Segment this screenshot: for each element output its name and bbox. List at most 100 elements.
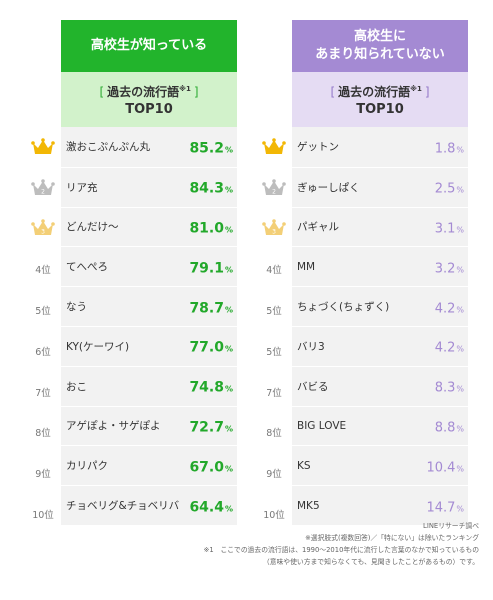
right-sub-label: 過去の流行語 bbox=[338, 85, 411, 99]
ranking-percent: 64.4% bbox=[189, 496, 233, 515]
ranking-word: BIG LOVE bbox=[297, 419, 347, 432]
svg-text:3: 3 bbox=[41, 229, 45, 236]
right-ranking-list: ゲットン 1.8% ぎゅーしぱく 2.5% パギャル 3.1% MM 3.2% ちょづく(ちょず… bbox=[292, 127, 468, 525]
percent-unit: % bbox=[224, 424, 233, 434]
footnotes: LINEリサーチ調べ ※選択肢式(複数回答)／「特にない」は除いたランキング ※… bbox=[204, 520, 479, 568]
right-title-line1: 高校生に bbox=[353, 29, 406, 44]
rank-label: 8位 bbox=[266, 428, 282, 440]
percent-unit: % bbox=[456, 265, 464, 275]
bronze-crown-icon: 3 bbox=[259, 209, 289, 249]
ranking-row: KS 10.4% bbox=[292, 445, 468, 485]
percent-value: 3.1 bbox=[434, 221, 456, 237]
percent-unit: % bbox=[456, 344, 464, 354]
ranking-word: アゲぽよ・サゲぽよ bbox=[66, 420, 161, 433]
percent-value: 10.4 bbox=[426, 460, 456, 476]
svg-text:2: 2 bbox=[272, 188, 276, 195]
ranking-row: カリパク 67.0% bbox=[61, 445, 237, 485]
ranking-percent: 85.2% bbox=[189, 137, 233, 156]
percent-value: 4.2 bbox=[434, 340, 456, 356]
percent-unit: % bbox=[224, 145, 233, 155]
ranking-word: バビる bbox=[297, 380, 329, 393]
bronze-crown-icon: 3 bbox=[28, 209, 58, 249]
ranking-word: おこ bbox=[66, 380, 87, 393]
ranking-word: ぎゅーしぱく bbox=[297, 181, 360, 194]
rank-label: 10位 bbox=[32, 510, 54, 522]
rank-label: 9位 bbox=[35, 469, 51, 481]
ranking-row: どんだけ～ 81.0% bbox=[61, 206, 237, 247]
left-bracket-close: ] bbox=[193, 85, 199, 99]
percent-unit: % bbox=[224, 384, 233, 394]
percent-value: 2.5 bbox=[434, 181, 456, 197]
ranking-row: チョベリグ&チョベリバ 64.4% bbox=[61, 485, 237, 525]
ranking-row: MK5 14.7% bbox=[292, 485, 468, 525]
ranking-percent: 3.1% bbox=[435, 217, 464, 236]
ranking-percent: 74.8% bbox=[189, 377, 233, 396]
ranking-row: KY(ケーワイ) 77.0% bbox=[61, 325, 237, 366]
percent-unit: % bbox=[456, 504, 464, 514]
ranking-word: ちょづく(ちょずく) bbox=[297, 301, 390, 314]
rank-label: 5位 bbox=[266, 306, 282, 318]
source-note: LINEリサーチ調べ bbox=[423, 522, 479, 530]
percent-value: 64.4 bbox=[189, 499, 224, 516]
right-sub-mark: ※1 bbox=[410, 85, 422, 93]
ranking-word: カリパク bbox=[66, 460, 108, 473]
percent-unit: % bbox=[224, 344, 233, 354]
ranking-word: MM bbox=[297, 260, 316, 273]
ranking-word: MK5 bbox=[297, 499, 320, 512]
ranking-word: チョベリグ&チョベリバ bbox=[66, 500, 180, 513]
ranking-percent: 4.2% bbox=[435, 337, 464, 356]
ranking-row: パギャル 3.1% bbox=[292, 206, 468, 247]
ranking-percent: 79.1% bbox=[189, 257, 233, 276]
percent-unit: % bbox=[224, 464, 233, 474]
ranking-row: なう 78.7% bbox=[61, 286, 237, 326]
silver-crown-icon: 2 bbox=[259, 168, 289, 208]
percent-unit: % bbox=[456, 145, 464, 155]
ranking-percent: 84.3% bbox=[189, 178, 233, 197]
rank-label: 6位 bbox=[35, 346, 51, 358]
right-panel-title: 高校生に あまり知られていない bbox=[292, 20, 468, 72]
ranking-word: ゲットン bbox=[297, 141, 339, 154]
percent-value: 85.2 bbox=[189, 140, 224, 157]
svg-text:3: 3 bbox=[272, 229, 276, 236]
ranking-percent: 8.8% bbox=[435, 416, 464, 435]
ranking-row: バビる 8.3% bbox=[292, 365, 468, 406]
ranking-word: リア充 bbox=[66, 181, 98, 194]
right-ranking-panel: 高校生に あまり知られていない [過去の流行語※1] TOP10 ゲットン 1.8… bbox=[292, 20, 468, 525]
ranking-row: MM 3.2% bbox=[292, 246, 468, 286]
percent-value: 72.7 bbox=[189, 419, 224, 436]
ranking-word: バリ3 bbox=[297, 340, 325, 353]
ranking-row: ちょづく(ちょずく) 4.2% bbox=[292, 286, 468, 326]
ranking-word: KY(ケーワイ) bbox=[66, 340, 130, 353]
left-sub-top10: TOP10 bbox=[125, 102, 173, 117]
percent-unit: % bbox=[224, 185, 233, 195]
rank-label: 5位 bbox=[35, 306, 51, 318]
ranking-row: ゲットン 1.8% bbox=[292, 127, 468, 167]
percent-value: 84.3 bbox=[189, 180, 224, 197]
silver-crown-icon: 2 bbox=[28, 168, 58, 208]
ranking-percent: 10.4% bbox=[426, 456, 464, 475]
percent-value: 14.7 bbox=[426, 500, 456, 516]
rank-label: 5位 bbox=[266, 346, 282, 358]
percent-value: 77.0 bbox=[189, 339, 224, 356]
ranking-row: アゲぽよ・サゲぽよ 72.7% bbox=[61, 405, 237, 446]
ranking-percent: 77.0% bbox=[189, 337, 233, 356]
rank-label: 4位 bbox=[266, 265, 282, 277]
ranking-word: どんだけ～ bbox=[66, 221, 119, 234]
percent-value: 3.2 bbox=[434, 261, 456, 277]
left-sub-mark: ※1 bbox=[179, 85, 191, 93]
right-title-line2: あまり知られていない bbox=[315, 47, 445, 62]
ranking-percent: 72.7% bbox=[189, 416, 233, 435]
right-bracket-close: ] bbox=[424, 85, 430, 99]
left-panel-title: 高校生が知っている bbox=[61, 20, 237, 72]
ranking-percent: 3.2% bbox=[435, 257, 464, 276]
percent-unit: % bbox=[456, 305, 464, 315]
ranking-word: パギャル bbox=[297, 221, 339, 234]
ranking-row: おこ 74.8% bbox=[61, 365, 237, 406]
ranking-row: てへぺろ 79.1% bbox=[61, 246, 237, 286]
percent-unit: % bbox=[456, 384, 464, 394]
rank-label: 9位 bbox=[266, 469, 282, 481]
ranking-percent: 8.3% bbox=[435, 377, 464, 396]
percent-unit: % bbox=[224, 265, 233, 275]
ranking-percent: 4.2% bbox=[435, 297, 464, 316]
gold-crown-icon bbox=[259, 127, 289, 167]
